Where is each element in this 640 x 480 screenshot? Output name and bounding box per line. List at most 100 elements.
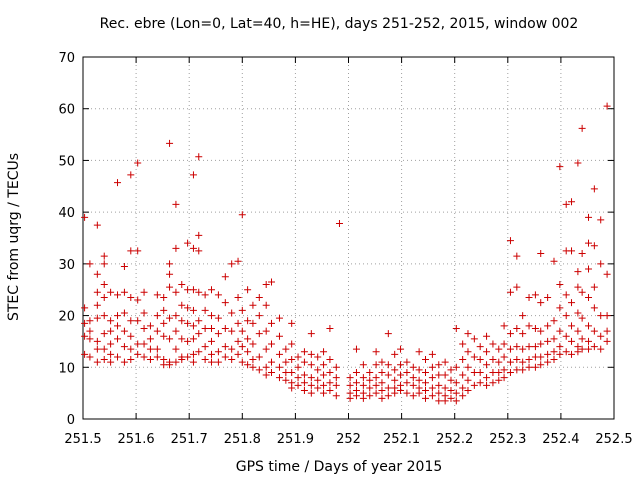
data-point [107, 327, 115, 335]
data-point [107, 358, 115, 366]
data-point [244, 335, 252, 343]
data-point [384, 384, 392, 392]
data-point [214, 291, 222, 299]
data-point [378, 358, 386, 366]
data-point [459, 340, 467, 348]
data-point [391, 376, 399, 384]
data-point [184, 319, 192, 327]
data-point [228, 345, 236, 353]
data-point [221, 353, 229, 361]
data-point [603, 312, 611, 320]
data-point [590, 283, 598, 291]
data-point [214, 348, 222, 356]
data-point [550, 356, 558, 364]
data-point [153, 312, 161, 320]
data-point [603, 337, 611, 345]
data-point [531, 325, 539, 332]
data-point [140, 309, 148, 317]
data-point [201, 291, 209, 299]
data-point [314, 366, 322, 374]
data-point [214, 330, 222, 338]
data-point [525, 293, 533, 301]
data-point [100, 281, 108, 289]
data-point [459, 356, 467, 364]
data-point [476, 356, 484, 364]
data-point [114, 291, 122, 299]
data-point [447, 394, 455, 402]
data-point [578, 124, 586, 132]
data-point [268, 278, 276, 286]
data-point [201, 343, 209, 351]
data-point [307, 350, 315, 358]
data-point [421, 387, 429, 395]
data-point [452, 397, 460, 405]
data-point [249, 356, 257, 364]
data-point [189, 358, 197, 366]
data-point [320, 361, 328, 369]
data-point [428, 384, 436, 392]
data-point [525, 356, 533, 364]
data-point [294, 381, 302, 389]
data-point [184, 239, 192, 247]
data-point [288, 368, 296, 376]
data-point [332, 374, 340, 382]
data-point [288, 340, 296, 348]
data-point [359, 381, 367, 389]
data-point [134, 247, 142, 255]
data-point [160, 361, 168, 369]
data-point [120, 309, 128, 317]
data-point [244, 361, 252, 369]
data-point [100, 293, 108, 301]
data-point [519, 358, 527, 366]
data-point [470, 335, 478, 343]
data-point [568, 322, 576, 330]
data-point [421, 394, 429, 402]
data-point [435, 381, 443, 389]
data-point [307, 361, 315, 369]
data-point [238, 211, 246, 219]
data-point [326, 379, 334, 387]
data-point [184, 304, 192, 312]
data-point [483, 348, 491, 356]
data-point [585, 345, 593, 353]
data-point [578, 288, 586, 296]
data-point [307, 374, 315, 382]
data-point [166, 335, 174, 343]
data-point [234, 257, 242, 265]
data-point [513, 356, 521, 364]
data-point [320, 348, 328, 356]
data-point [255, 312, 263, 320]
data-point [326, 368, 334, 376]
data-point [525, 322, 533, 330]
data-point [160, 332, 168, 340]
data-point [372, 381, 380, 389]
data-point [441, 358, 449, 366]
data-point [172, 288, 180, 296]
data-point [255, 366, 263, 374]
data-point [160, 319, 168, 327]
data-point [352, 345, 360, 353]
data-point [300, 348, 308, 356]
x-tick-label: 252.5 [595, 432, 632, 447]
data-point [585, 337, 593, 345]
data-point [447, 366, 455, 374]
data-point [300, 371, 308, 379]
data-point [372, 374, 380, 382]
data-point [178, 301, 186, 309]
data-point [249, 340, 257, 348]
x-tick-label: 251.7 [171, 432, 208, 447]
data-point [452, 325, 460, 332]
data-point [189, 322, 197, 330]
data-point [506, 330, 514, 338]
data-point [332, 363, 340, 371]
data-point [268, 368, 276, 376]
data-point [332, 392, 340, 400]
data-point [195, 317, 203, 325]
data-point [441, 397, 449, 405]
data-point [550, 317, 558, 325]
data-point [562, 312, 570, 320]
data-point [562, 291, 570, 299]
data-point [262, 345, 270, 353]
data-point [378, 368, 386, 376]
data-point [208, 358, 216, 366]
